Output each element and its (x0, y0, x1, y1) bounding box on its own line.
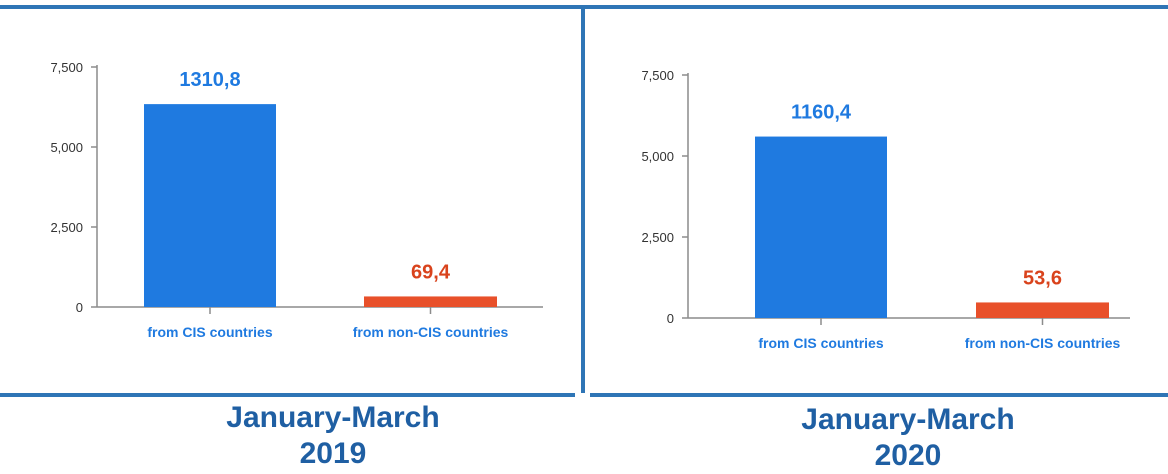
period-label-2020: January-March 2020 (688, 402, 1128, 474)
bar-cis (144, 104, 276, 308)
period-2019-line2: 2019 (299, 437, 367, 470)
y-tick-label: 2,500 (50, 220, 83, 235)
y-tick-label: 5,000 (50, 140, 83, 155)
y-tick-label: 7,500 (641, 68, 674, 83)
period-2020-line2: 2020 (874, 439, 942, 472)
x-category-label: from non-CIS countries (353, 324, 509, 340)
y-tick-label: 2,500 (641, 230, 674, 245)
bar-cis (755, 136, 887, 318)
data-label: 1310,8 (179, 69, 240, 91)
x-category-label: from non-CIS countries (965, 335, 1121, 351)
chart-jan-mar-2019: 0 2,500 5,000 7,500 from CIS countries 1310,8… (50, 60, 543, 340)
period-2019-line1: January-March (226, 401, 440, 434)
bar-noncis (364, 296, 497, 307)
x-category-label: from CIS countries (147, 324, 272, 340)
bar-noncis (976, 302, 1109, 318)
x-category-label: from CIS countries (758, 335, 883, 351)
y-tick-label: 0 (76, 300, 83, 315)
data-label: 1160,4 (791, 102, 852, 124)
data-label: 69,4 (411, 261, 451, 283)
period-2020-line1: January-March (801, 403, 1015, 436)
y-tick-label: 7,500 (50, 60, 83, 75)
data-label: 53,6 (1023, 267, 1062, 289)
y-tick-label: 0 (667, 311, 674, 326)
chart-jan-mar-2020: 0 2,500 5,000 7,500 from CIS countries 1160,4… (641, 68, 1130, 351)
y-tick-label: 5,000 (641, 149, 674, 164)
period-label-2019: January-March 2019 (113, 400, 553, 472)
